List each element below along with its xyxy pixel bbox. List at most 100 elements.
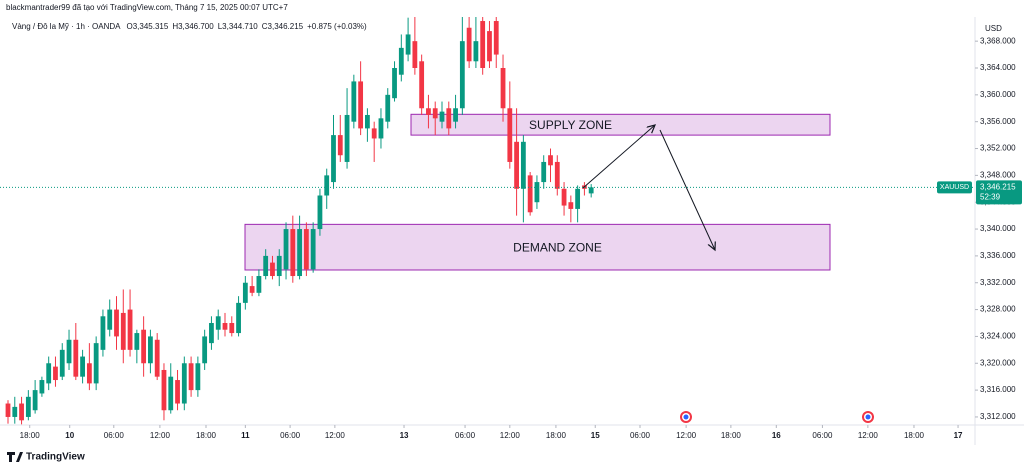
candle-body xyxy=(297,229,302,277)
x-tick-label: 18:00 xyxy=(196,431,217,440)
candle-body xyxy=(446,108,452,129)
candle-body xyxy=(141,329,147,364)
arrow-up xyxy=(582,125,655,189)
candle-body xyxy=(5,403,11,417)
arrow-down xyxy=(659,129,715,250)
ohlc-value: 3,346.700 xyxy=(178,22,214,31)
candle-body xyxy=(222,323,228,330)
candle-body xyxy=(439,111,445,122)
x-tick-label: 10 xyxy=(65,431,74,440)
candle-body xyxy=(534,182,540,203)
candle-body xyxy=(154,339,160,377)
y-tick-label: 3,356.000 xyxy=(980,117,1016,126)
candle-body xyxy=(317,195,323,230)
candle-body xyxy=(554,161,560,189)
candle-body xyxy=(426,108,431,115)
candle-body xyxy=(236,302,241,334)
candle-body xyxy=(500,68,506,109)
x-tick-label: 12:00 xyxy=(150,431,171,440)
x-tick-label: 06:00 xyxy=(630,431,651,440)
zone-label: DEMAND ZONE xyxy=(513,240,602,254)
candle-body xyxy=(93,343,99,384)
candle-body xyxy=(507,108,513,162)
y-tick-label: 3,348.000 xyxy=(980,170,1016,179)
brand: TradingView xyxy=(26,452,85,463)
x-tick-label: 12:00 xyxy=(676,431,697,440)
candle-body xyxy=(175,380,180,404)
zone xyxy=(244,223,831,271)
currency: USD xyxy=(985,24,1002,33)
candle-body xyxy=(181,363,187,404)
candle-body xyxy=(365,114,370,129)
candle-body xyxy=(134,333,140,350)
y-tick-label: 3,340.000 xyxy=(980,224,1016,233)
candle-body xyxy=(371,128,377,139)
candle-body xyxy=(19,403,24,421)
y-tick-label: 3,360.000 xyxy=(980,90,1016,99)
candle-body xyxy=(303,229,309,270)
candle-body xyxy=(561,188,567,206)
candle-body xyxy=(344,114,350,162)
candle-body xyxy=(73,339,79,377)
x-tick-label: 18:00 xyxy=(721,431,742,440)
x-tick-label: 12:00 xyxy=(500,431,521,440)
event-icon[interactable] xyxy=(862,411,874,423)
candle-body xyxy=(568,202,574,209)
candle-body xyxy=(412,41,418,68)
ohlc-key: H xyxy=(172,22,178,31)
symbol-box xyxy=(937,181,972,194)
candle-body xyxy=(168,376,174,411)
candle-body xyxy=(209,323,214,344)
candle-body xyxy=(114,309,119,337)
candle-body xyxy=(385,94,391,122)
x-tick-label: 06:00 xyxy=(455,431,476,440)
y-tick-label: 3,320.000 xyxy=(980,358,1016,367)
candle-body xyxy=(310,229,316,270)
x-tick-label: 11 xyxy=(241,431,250,440)
candle-body xyxy=(527,175,533,213)
candle-body xyxy=(12,406,18,417)
candle-body xyxy=(66,339,72,364)
candle-body xyxy=(331,135,336,183)
candle-body xyxy=(493,21,499,55)
candle-body xyxy=(405,34,411,55)
event-icon[interactable] xyxy=(680,411,692,423)
candle-body xyxy=(324,175,330,196)
countdown: 52:39 xyxy=(980,192,1001,201)
ohlc-value: 3,344.710 xyxy=(222,22,258,31)
candle-body xyxy=(358,81,364,129)
y-tick-label: 3,332.000 xyxy=(980,278,1016,287)
candle-body xyxy=(242,282,248,303)
candle-body xyxy=(588,187,594,194)
candle-body xyxy=(473,41,479,62)
candle-body xyxy=(520,141,526,189)
ohlc-value: 3,345.315 xyxy=(133,22,169,31)
x-tick-label: 06:00 xyxy=(812,431,833,440)
candle-body xyxy=(575,188,581,209)
candle-body xyxy=(86,363,92,384)
plot-area: SUPPLY ZONE DEMAND ZONE xyxy=(5,17,831,425)
x-tick-label: 16 xyxy=(772,431,781,440)
candle-body xyxy=(249,286,255,293)
candle-body xyxy=(25,396,31,417)
candle-body xyxy=(32,390,38,411)
candle-body xyxy=(263,255,269,277)
y-tick-label: 3,316.000 xyxy=(980,385,1016,394)
candle-body xyxy=(188,363,194,391)
x-tick-label: 12:00 xyxy=(858,431,879,440)
brand-logo xyxy=(7,452,23,462)
candle-body xyxy=(270,262,275,277)
candle-body xyxy=(195,363,201,391)
candle-body xyxy=(39,380,45,394)
ohlc-key: L xyxy=(218,22,223,31)
candle-body xyxy=(419,61,425,109)
y-tick-label: 3,328.000 xyxy=(980,305,1016,314)
y-tick-label: 3,364.000 xyxy=(980,63,1016,72)
candle-body xyxy=(351,81,357,122)
candle-body xyxy=(283,229,289,270)
candle-body xyxy=(514,141,519,189)
y-tick-label: 3,312.000 xyxy=(980,412,1016,421)
x-tick-label: 15 xyxy=(591,431,600,440)
x-tick-label: 06:00 xyxy=(104,431,125,440)
